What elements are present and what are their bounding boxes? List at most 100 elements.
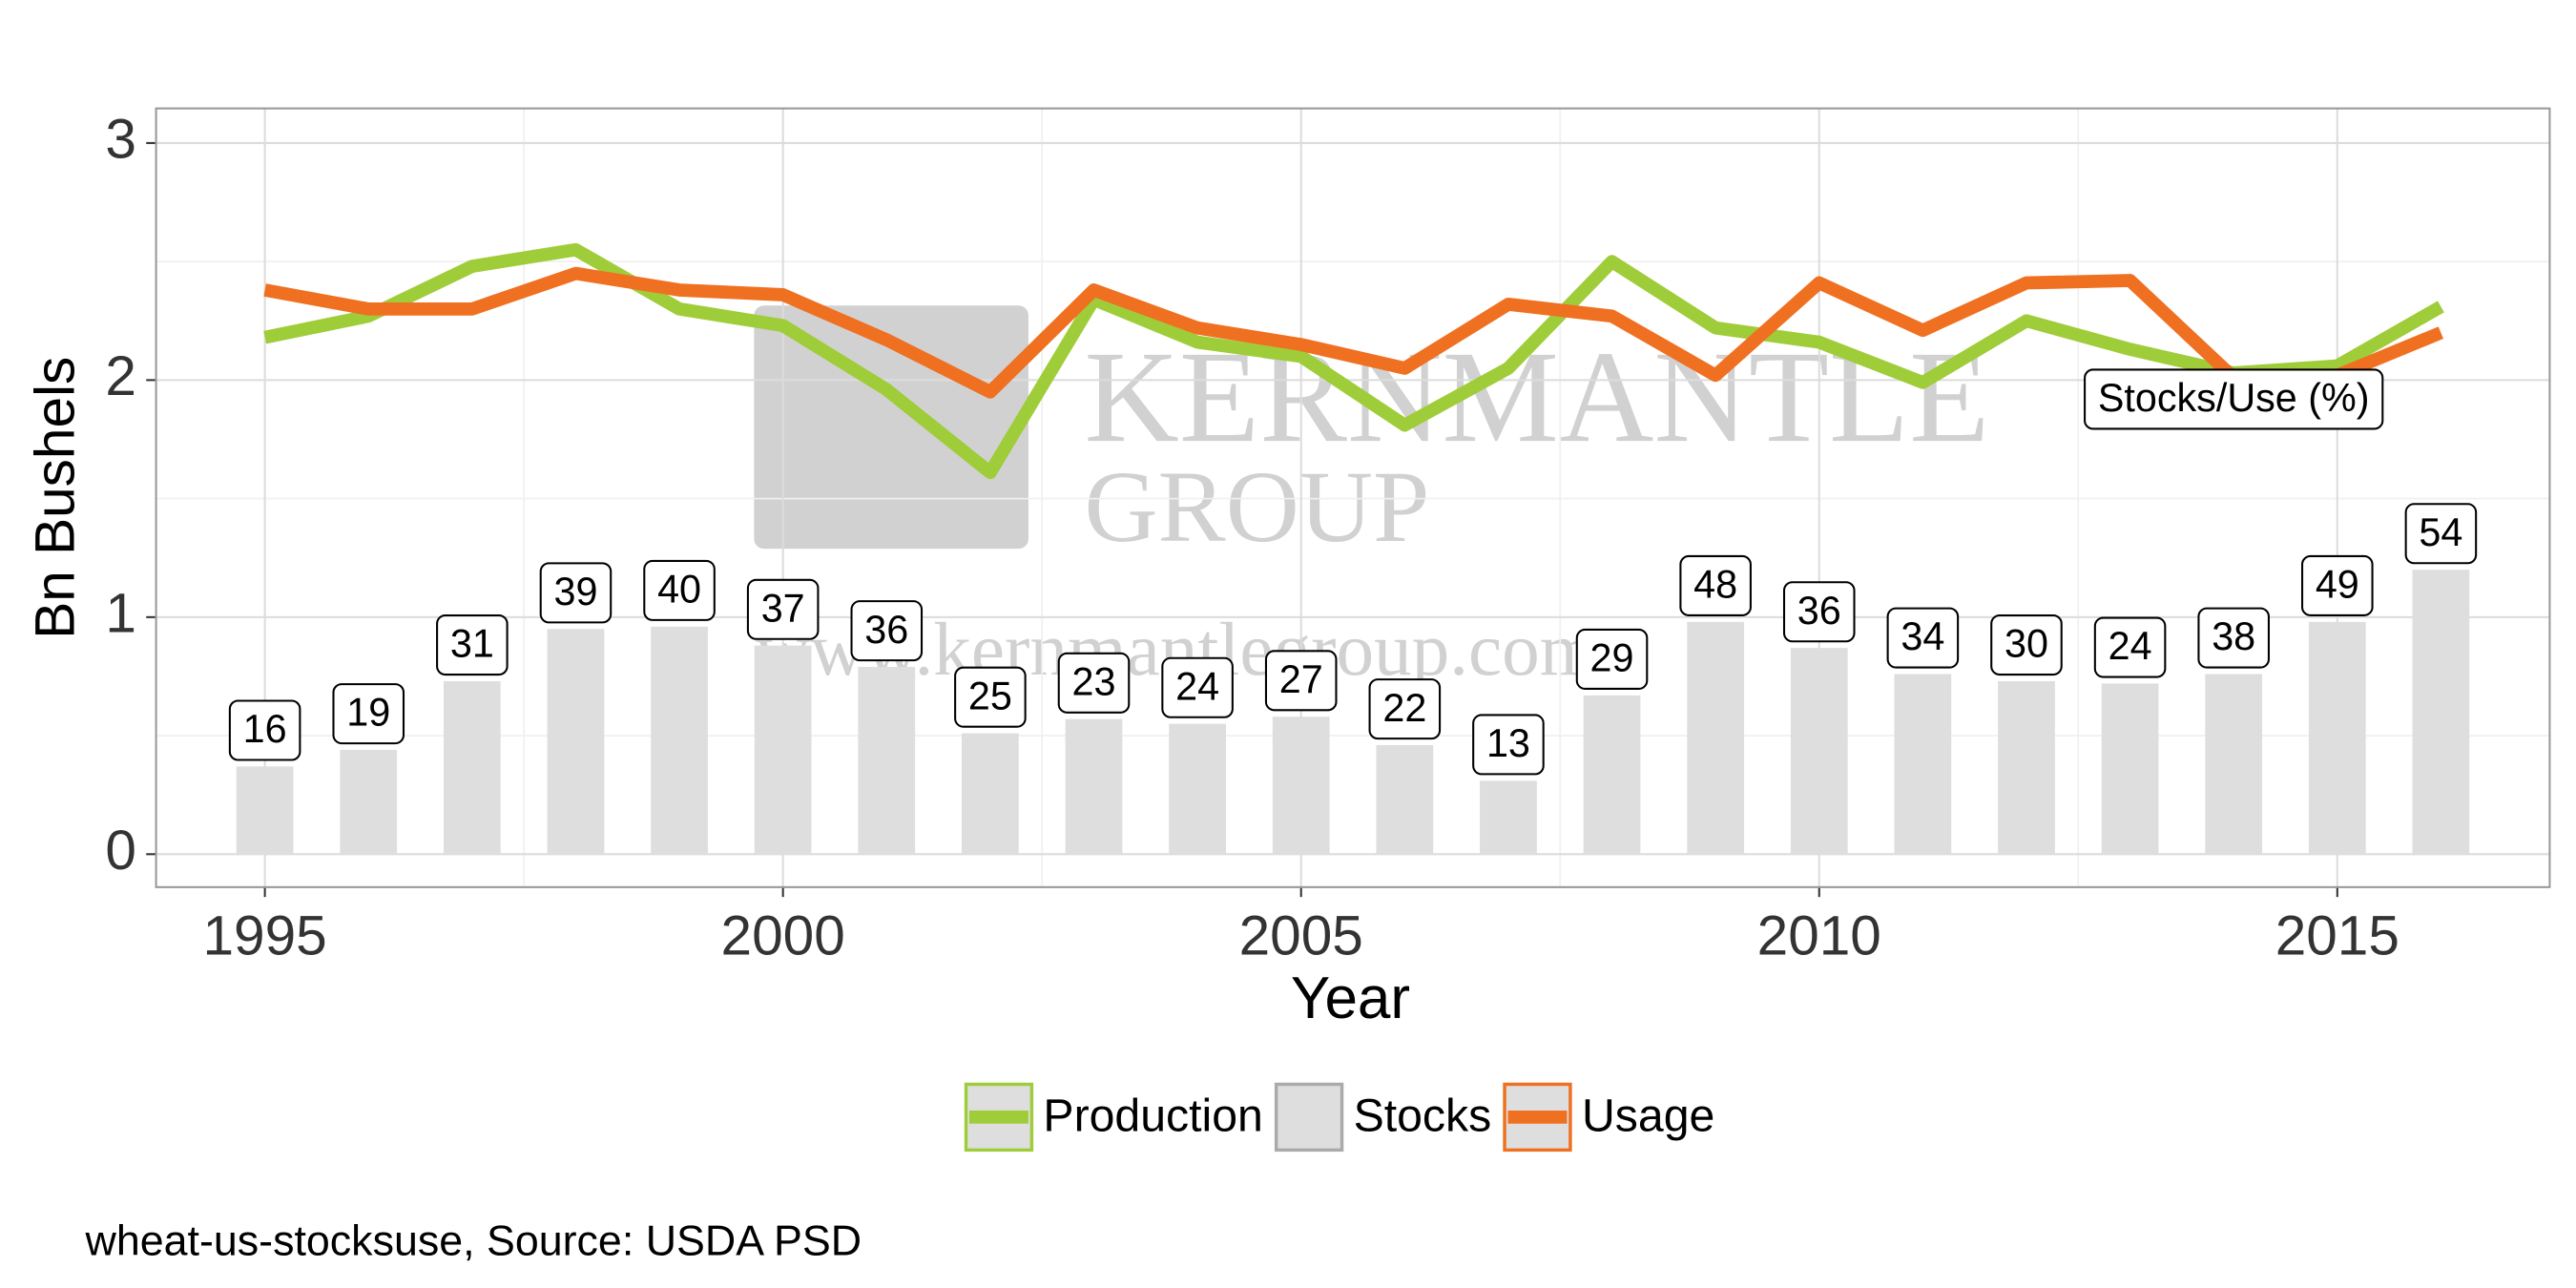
value-label: 34 [1886, 607, 1960, 669]
y-tick-label: 2 [105, 345, 136, 407]
value-label-text: 29 [1590, 636, 1634, 680]
bar [1169, 723, 1226, 855]
annotation: Stocks/Use (%) [2084, 368, 2384, 430]
value-label-box [2093, 616, 2167, 678]
value-label-box [1782, 581, 1856, 643]
value-label-text: 49 [2316, 563, 2359, 607]
bar [1583, 695, 1641, 855]
legend-label: Stocks [1354, 1090, 1492, 1141]
value-label: 31 [436, 614, 509, 676]
bar [1376, 745, 1434, 855]
value-label: 38 [2197, 607, 2270, 669]
value-label-text: 19 [346, 691, 390, 735]
bar [858, 667, 916, 855]
value-label-box [2197, 607, 2270, 669]
value-label-text: 13 [1486, 721, 1530, 765]
bar [1894, 674, 1952, 855]
x-tick-label: 1995 [203, 904, 327, 966]
value-label-box [1886, 607, 1960, 669]
value-label: 16 [228, 699, 301, 761]
bar [1272, 717, 1330, 855]
legend-item: Stocks [1274, 1082, 1492, 1153]
y-tick-label: 0 [105, 820, 136, 882]
value-label-text: 39 [553, 570, 597, 613]
value-label-text: 36 [1797, 589, 1841, 633]
value-label-box [954, 666, 1027, 728]
value-label-box [1368, 678, 1442, 740]
value-label: 36 [1782, 581, 1856, 643]
value-label-text: 23 [1072, 659, 1116, 703]
value-label-text: 24 [1175, 664, 1219, 708]
bar [651, 626, 708, 855]
value-label-text: 30 [2005, 622, 2048, 666]
bar [340, 749, 398, 855]
value-label: 30 [1990, 614, 2063, 676]
value-label-text: 31 [450, 622, 494, 666]
value-label-text: 48 [1693, 563, 1737, 607]
bar [236, 766, 294, 855]
value-label-text: 38 [2212, 614, 2255, 658]
bar [2101, 683, 2159, 855]
bar [2205, 674, 2263, 855]
value-label: 19 [332, 683, 405, 745]
value-label-box [1472, 714, 1545, 776]
value-label-text: 27 [1279, 657, 1323, 701]
value-label: 39 [539, 562, 613, 624]
legend-item: Production [964, 1082, 1263, 1153]
value-label-box [1264, 650, 1338, 712]
bar [547, 629, 605, 855]
value-label-box [2404, 503, 2478, 565]
value-label-box [228, 699, 301, 761]
value-label: 40 [643, 559, 716, 621]
annotation-box [2084, 368, 2384, 430]
value-label-text: 34 [1901, 614, 1944, 658]
value-label-text: 22 [1382, 686, 1426, 730]
plot-border [155, 107, 2551, 888]
legend-key [1274, 1082, 1344, 1153]
value-label: 25 [954, 666, 1027, 728]
y-axis-title: Bn Bushels [24, 357, 86, 639]
caption: wheat-us-stocksuse, Source: USDA PSD [85, 1216, 862, 1264]
value-label: 49 [2301, 554, 2374, 616]
value-label-box [643, 559, 716, 621]
value-label: 54 [2404, 503, 2478, 565]
value-label-text: 24 [2109, 624, 2152, 668]
bar [1065, 718, 1123, 855]
y-tick-label: 1 [105, 582, 136, 644]
value-label: 27 [1264, 650, 1338, 712]
line [263, 266, 2444, 399]
watermark-text: GROUP [1084, 451, 1429, 564]
value-label-text: 36 [864, 608, 908, 652]
value-label: 29 [1575, 628, 1649, 690]
x-tick-label: 2000 [721, 904, 845, 966]
y-tick-label: 3 [105, 108, 136, 170]
value-label: 13 [1472, 714, 1545, 776]
legend-label: Production [1043, 1090, 1262, 1141]
value-label-text: 40 [657, 568, 701, 612]
bar [754, 645, 812, 855]
legend-label: Usage [1582, 1090, 1714, 1141]
value-label-box [539, 562, 613, 624]
value-label-box [1161, 656, 1234, 718]
value-label-box [436, 614, 509, 676]
value-label-box [2301, 554, 2374, 616]
x-tick-label: 2010 [1757, 904, 1881, 966]
value-label: 36 [850, 600, 924, 662]
bar [2412, 570, 2470, 855]
x-axis-title: Year [1291, 966, 1410, 1031]
value-label: 24 [2093, 616, 2167, 678]
value-label: 24 [1161, 656, 1234, 718]
x-tick-label: 2015 [2275, 904, 2399, 966]
value-label-text: 16 [243, 707, 287, 751]
annotation-text: Stocks/Use (%) [2098, 376, 2370, 420]
bar [1790, 648, 1848, 855]
bar [1998, 680, 2055, 855]
value-label: 48 [1679, 554, 1752, 616]
value-label-box [850, 600, 924, 662]
value-label: 37 [746, 578, 820, 640]
x-tick-label: 2005 [1239, 904, 1363, 966]
value-label-text: 54 [2419, 510, 2462, 554]
